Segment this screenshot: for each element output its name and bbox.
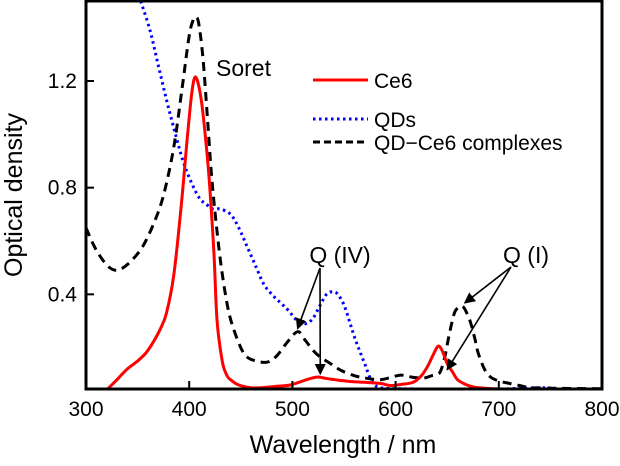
x-axis-title: Wavelength / nm — [250, 431, 437, 459]
x-tick-label: 800 — [584, 398, 619, 421]
x-tick-label: 700 — [481, 398, 516, 421]
x-axis-ticks: 300 400 500 600 700 800 — [68, 381, 620, 421]
annotation-q-i: Q (I) — [503, 242, 549, 268]
y-axis-ticks: 0.4 0.8 1.2 — [48, 70, 94, 306]
y-tick-label: 1.2 — [48, 70, 77, 93]
y-tick-label: 0.8 — [48, 177, 77, 200]
annotation-soret: Soret — [216, 55, 272, 81]
plot-frame — [84, 0, 604, 391]
annotation-arrow — [446, 266, 512, 371]
series-line-ce6 — [106, 75, 501, 389]
x-tick-label: 400 — [172, 398, 207, 421]
x-tick-label: 300 — [68, 398, 103, 421]
series-line-qds — [139, 1, 602, 389]
plot-curves — [86, 1, 602, 389]
annotation-q-iv: Q (IV) — [309, 242, 370, 268]
legend-label: QDs — [374, 109, 416, 132]
x-tick-label: 600 — [378, 398, 413, 421]
x-tick-label: 500 — [275, 398, 310, 421]
y-axis-title: Optical density — [0, 113, 28, 277]
annotation-arrow — [463, 266, 512, 304]
legend-label: Ce6 — [374, 70, 413, 93]
annotations: Soret Q (IV) Q (I) — [216, 55, 549, 376]
annotation-arrow — [295, 267, 321, 330]
y-tick-label: 0.4 — [48, 283, 78, 306]
legend-label: QD−Ce6 complexes — [374, 132, 563, 155]
series-line-qd-ce6-complexes — [86, 15, 602, 389]
